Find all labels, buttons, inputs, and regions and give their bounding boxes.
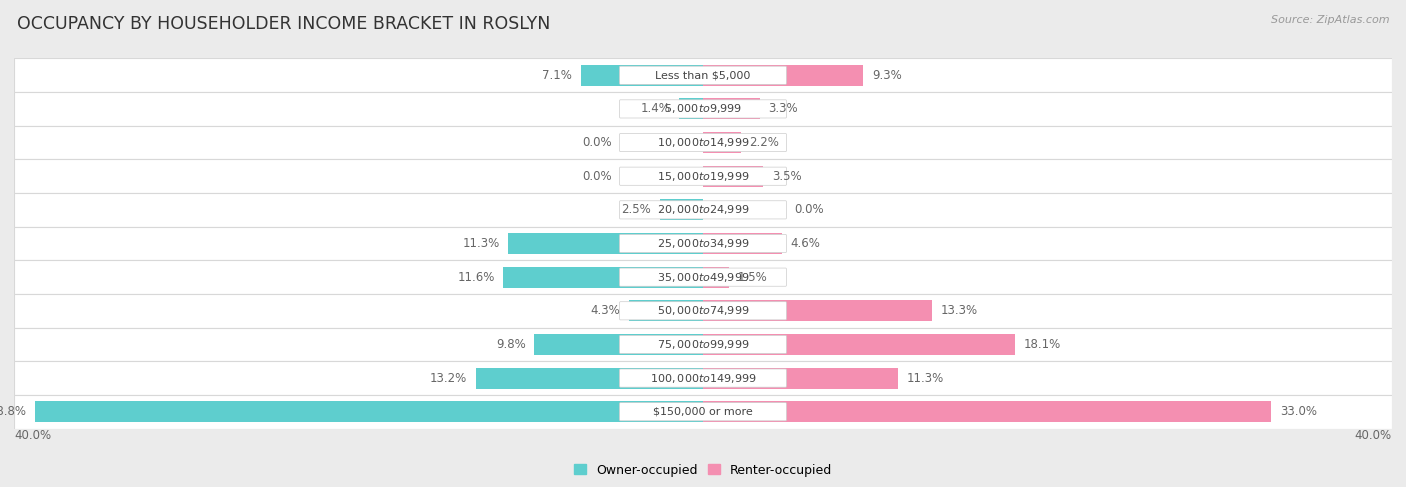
Text: $35,000 to $49,999: $35,000 to $49,999	[657, 271, 749, 283]
Bar	[703, 267, 728, 288]
Bar	[628, 300, 703, 321]
Bar	[503, 267, 703, 288]
Bar	[703, 300, 932, 321]
FancyBboxPatch shape	[620, 100, 786, 118]
FancyBboxPatch shape	[620, 133, 786, 151]
FancyBboxPatch shape	[620, 336, 786, 354]
Text: $75,000 to $99,999: $75,000 to $99,999	[657, 338, 749, 351]
FancyBboxPatch shape	[620, 403, 786, 421]
Bar	[509, 233, 703, 254]
Text: 0.0%: 0.0%	[582, 169, 612, 183]
Text: Source: ZipAtlas.com: Source: ZipAtlas.com	[1271, 15, 1389, 25]
FancyBboxPatch shape	[14, 361, 1392, 395]
Text: $15,000 to $19,999: $15,000 to $19,999	[657, 169, 749, 183]
Text: $50,000 to $74,999: $50,000 to $74,999	[657, 304, 749, 318]
FancyBboxPatch shape	[620, 201, 786, 219]
Text: 0.0%: 0.0%	[794, 204, 824, 216]
Text: $100,000 to $149,999: $100,000 to $149,999	[650, 372, 756, 385]
Bar	[581, 65, 703, 86]
Legend: Owner-occupied, Renter-occupied: Owner-occupied, Renter-occupied	[568, 459, 838, 482]
FancyBboxPatch shape	[14, 226, 1392, 261]
Text: 11.3%: 11.3%	[463, 237, 499, 250]
Bar	[703, 65, 863, 86]
FancyBboxPatch shape	[14, 126, 1392, 159]
FancyBboxPatch shape	[14, 294, 1392, 328]
FancyBboxPatch shape	[620, 302, 786, 320]
Text: 11.3%: 11.3%	[907, 372, 943, 385]
Text: 2.2%: 2.2%	[749, 136, 779, 149]
Bar	[703, 98, 759, 119]
Bar	[703, 334, 1015, 355]
Text: 40.0%: 40.0%	[1355, 429, 1392, 442]
Text: $10,000 to $14,999: $10,000 to $14,999	[657, 136, 749, 149]
FancyBboxPatch shape	[14, 261, 1392, 294]
Text: 4.6%: 4.6%	[790, 237, 821, 250]
Bar	[679, 98, 703, 119]
Bar	[703, 132, 741, 153]
Text: 13.2%: 13.2%	[430, 372, 467, 385]
Text: 4.3%: 4.3%	[591, 304, 620, 318]
Bar	[534, 334, 703, 355]
Bar	[703, 368, 897, 389]
FancyBboxPatch shape	[14, 395, 1392, 429]
Text: $150,000 or more: $150,000 or more	[654, 407, 752, 417]
FancyBboxPatch shape	[14, 58, 1392, 92]
Text: 1.4%: 1.4%	[640, 102, 671, 115]
Text: 38.8%: 38.8%	[0, 405, 27, 418]
FancyBboxPatch shape	[14, 193, 1392, 226]
Text: $25,000 to $34,999: $25,000 to $34,999	[657, 237, 749, 250]
FancyBboxPatch shape	[620, 167, 786, 185]
FancyBboxPatch shape	[620, 369, 786, 387]
Bar	[703, 401, 1271, 422]
Text: 9.8%: 9.8%	[496, 338, 526, 351]
FancyBboxPatch shape	[14, 328, 1392, 361]
Text: 33.0%: 33.0%	[1279, 405, 1317, 418]
Text: 40.0%: 40.0%	[14, 429, 51, 442]
Text: $5,000 to $9,999: $5,000 to $9,999	[664, 102, 742, 115]
FancyBboxPatch shape	[14, 92, 1392, 126]
Text: 0.0%: 0.0%	[582, 136, 612, 149]
Text: OCCUPANCY BY HOUSEHOLDER INCOME BRACKET IN ROSLYN: OCCUPANCY BY HOUSEHOLDER INCOME BRACKET …	[17, 15, 550, 33]
Text: 3.5%: 3.5%	[772, 169, 801, 183]
Text: 11.6%: 11.6%	[457, 271, 495, 283]
Bar	[475, 368, 703, 389]
Bar	[659, 199, 703, 220]
Bar	[703, 233, 782, 254]
FancyBboxPatch shape	[14, 159, 1392, 193]
Text: 7.1%: 7.1%	[543, 69, 572, 82]
Text: 18.1%: 18.1%	[1024, 338, 1060, 351]
Text: 1.5%: 1.5%	[738, 271, 768, 283]
Text: 13.3%: 13.3%	[941, 304, 977, 318]
Bar	[703, 166, 763, 187]
FancyBboxPatch shape	[620, 268, 786, 286]
FancyBboxPatch shape	[620, 234, 786, 253]
FancyBboxPatch shape	[620, 66, 786, 84]
Text: Less than $5,000: Less than $5,000	[655, 70, 751, 80]
Text: 9.3%: 9.3%	[872, 69, 901, 82]
Text: 2.5%: 2.5%	[621, 204, 651, 216]
Bar	[35, 401, 703, 422]
Text: 3.3%: 3.3%	[769, 102, 799, 115]
Text: $20,000 to $24,999: $20,000 to $24,999	[657, 204, 749, 216]
